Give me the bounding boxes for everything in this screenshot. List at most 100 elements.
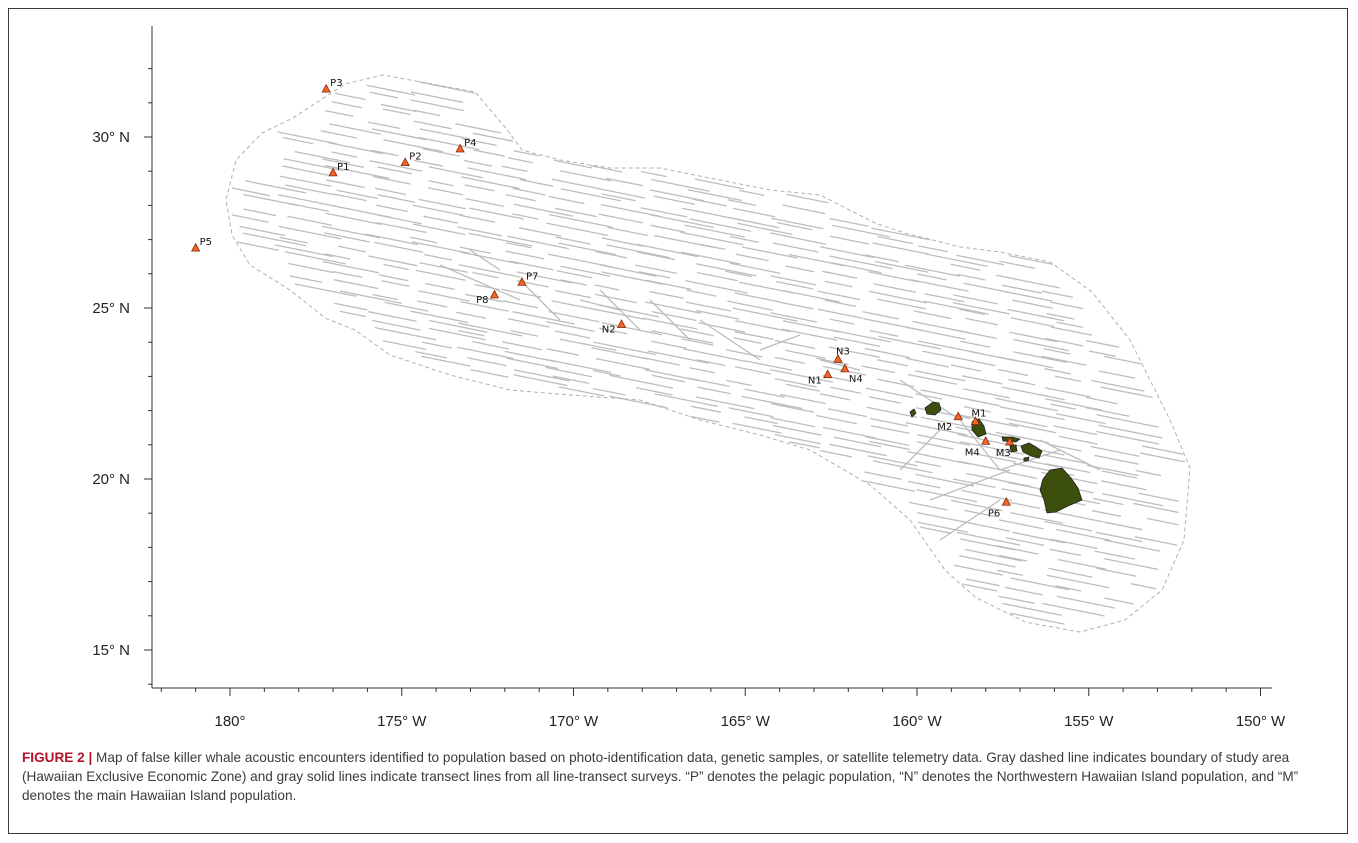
transect-line: [1009, 501, 1041, 510]
transect-line: [828, 255, 893, 270]
transect-line: [428, 187, 464, 196]
transect-line: [685, 301, 731, 312]
transect-line: [771, 403, 814, 413]
caption-label: FIGURE 2 |: [22, 750, 93, 765]
transect-line: [727, 300, 774, 311]
transect-line: [501, 288, 542, 298]
transect-line: [410, 310, 469, 324]
transect-line: [916, 273, 947, 281]
transect-line: [279, 236, 308, 244]
transect-line: [509, 260, 554, 271]
encounter-marker-p1: [328, 167, 338, 177]
transect-line: [458, 329, 485, 337]
transect-line: [819, 359, 861, 371]
island-niihau: [909, 408, 917, 418]
transect-line: [1056, 321, 1084, 329]
transect-line: [1104, 597, 1134, 605]
transect-line: [1009, 331, 1058, 343]
transect-line: [1096, 430, 1159, 445]
transect-line: [680, 231, 744, 246]
transect-line: [367, 121, 400, 130]
transect-line: [1050, 403, 1076, 410]
y-tick-label: 30° N: [92, 129, 130, 146]
transect-line: [965, 317, 999, 326]
transect-line: [1134, 536, 1178, 546]
transect-line: [339, 290, 403, 305]
transect-line: [817, 308, 863, 319]
transect-line: [959, 419, 1001, 471]
transect-line: [506, 357, 559, 370]
transect-line: [929, 469, 1011, 501]
transect-line: [455, 311, 487, 319]
transect-line: [681, 251, 741, 265]
transect-line: [724, 270, 752, 278]
transect-line: [956, 273, 986, 281]
transect-line: [1050, 301, 1084, 310]
transect-line: [734, 292, 781, 303]
encounter-marker-n2: [616, 319, 627, 328]
transect-line: [650, 224, 686, 233]
transect-line: [920, 526, 952, 534]
y-tick-label: 25° N: [92, 300, 130, 317]
transect-line: [961, 375, 1003, 385]
transect-line: [552, 375, 589, 384]
transect-line: [372, 293, 398, 301]
encounter-marker-p4: [455, 143, 465, 153]
transect-line: [461, 176, 520, 190]
transect-line: [899, 429, 941, 471]
transect-line: [1094, 454, 1140, 465]
transect-line: [339, 310, 366, 318]
transect-line: [546, 358, 612, 374]
transect-line: [455, 123, 502, 134]
transect-line: [687, 377, 730, 388]
transect-line: [786, 193, 829, 204]
transect-line: [601, 193, 637, 202]
transect-line: [998, 519, 1044, 530]
transect-line: [591, 308, 645, 320]
transect-line: [654, 393, 719, 408]
transect-line: [695, 309, 740, 320]
transect-line: [282, 136, 314, 145]
transect-line: [369, 91, 399, 99]
transect-line: [649, 290, 684, 299]
y-tick-label: 15° N: [92, 642, 130, 659]
transect-line: [649, 213, 715, 229]
y-tick-label: 20° N: [92, 471, 130, 488]
transect-line: [734, 366, 771, 375]
encounter-marker-m1: [970, 416, 981, 425]
transect-line: [554, 330, 591, 339]
transect-line: [699, 319, 761, 361]
transect-line: [1050, 538, 1098, 550]
transect-line: [333, 193, 367, 202]
transect-line: [245, 180, 307, 194]
transect-line: [686, 289, 717, 297]
transect-line: [956, 531, 1021, 546]
encounter-marker-n3: [833, 353, 843, 363]
transect-line: [412, 223, 466, 236]
transect-line: [419, 128, 471, 140]
transect-line: [830, 261, 882, 274]
transect-line: [651, 178, 710, 192]
island-kauai: [924, 401, 942, 416]
transect-line: [685, 279, 748, 294]
transect-line: [558, 242, 616, 256]
transect-line: [464, 184, 495, 192]
transect-line: [413, 120, 452, 130]
transect-line: [609, 374, 674, 389]
transect-line: [1100, 386, 1153, 399]
encounter-marker-p6: [1001, 496, 1011, 506]
transect-line: [824, 299, 856, 308]
eez-boundary: [225, 74, 1191, 633]
transect-line: [775, 280, 814, 290]
transect-line: [242, 232, 307, 247]
x-tick-label: 170° W: [549, 713, 599, 730]
transect-line: [772, 424, 822, 436]
transect-line: [782, 289, 840, 303]
transect-line: [505, 250, 545, 260]
transect-line: [786, 383, 820, 392]
transect-line: [283, 158, 344, 172]
transect-line: [374, 213, 422, 225]
transect-line: [595, 293, 637, 304]
transect-line: [546, 222, 609, 237]
transect-line: [997, 368, 1029, 377]
